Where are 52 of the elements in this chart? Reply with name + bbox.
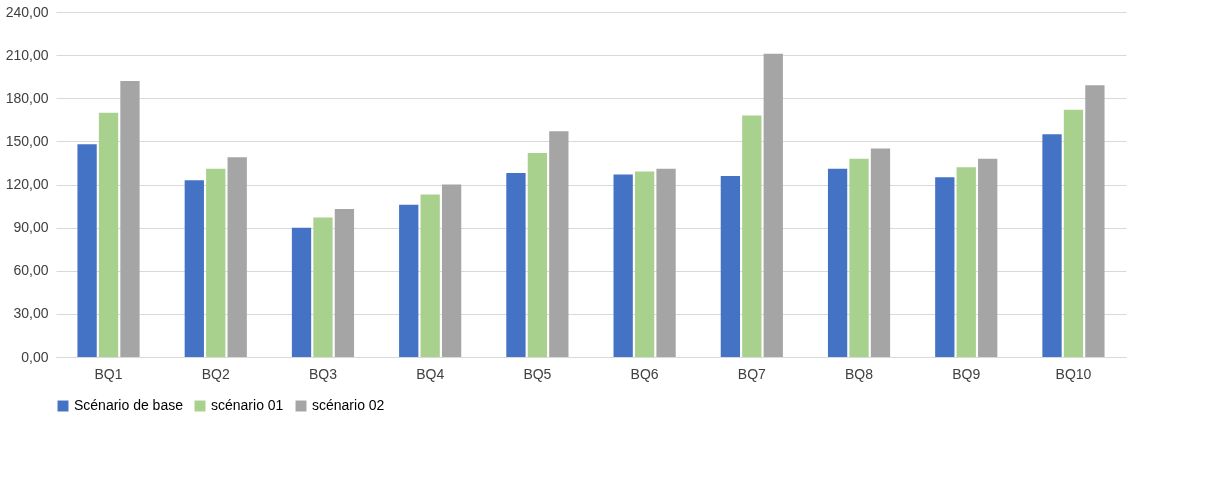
bar xyxy=(763,53,783,357)
x-tick-label: BQ6 xyxy=(630,365,659,382)
bar xyxy=(334,208,355,357)
y-tick-label: 90,00 xyxy=(13,219,49,236)
bar xyxy=(227,157,247,357)
bar xyxy=(870,148,891,357)
bar xyxy=(506,173,526,357)
x-tick-label: BQ4 xyxy=(416,365,445,382)
x-tick-label: BQ8 xyxy=(845,365,874,382)
y-tick-label: 120,00 xyxy=(5,176,49,192)
bar xyxy=(827,168,848,357)
bar xyxy=(634,171,655,357)
bar xyxy=(420,194,440,357)
bar xyxy=(77,144,97,357)
bar xyxy=(1063,109,1084,357)
bar xyxy=(313,217,333,357)
y-tick-label: 180,00 xyxy=(5,89,49,106)
y-tick-label: 150,00 xyxy=(5,132,49,149)
bar xyxy=(549,131,569,357)
x-tick-label: BQ7 xyxy=(737,365,767,382)
bar xyxy=(656,168,676,357)
y-tick-label: 240,00 xyxy=(5,3,49,20)
bar xyxy=(849,158,869,357)
bar xyxy=(527,152,548,357)
x-tick-label: BQ9 xyxy=(952,365,981,382)
x-tick-label: BQ3 xyxy=(308,365,338,382)
bar xyxy=(120,81,140,357)
bar xyxy=(98,112,119,357)
bar xyxy=(1085,85,1105,357)
legend-label: scénario 01 xyxy=(211,397,284,413)
y-tick-label: 60,00 xyxy=(13,262,49,279)
bar xyxy=(1042,134,1062,357)
legend-label: scénario 02 xyxy=(312,397,385,413)
x-tick-label: BQ5 xyxy=(523,365,552,382)
y-tick-label: 30,00 xyxy=(13,305,49,322)
y-tick-label: 210,00 xyxy=(5,46,49,63)
bar xyxy=(956,167,976,357)
bar xyxy=(399,204,419,357)
bar xyxy=(184,180,204,357)
bar xyxy=(720,175,741,357)
x-tick-label: BQ1 xyxy=(94,365,123,382)
bar xyxy=(441,184,462,357)
legend-label: Scénario de base xyxy=(74,397,184,413)
bar xyxy=(613,174,633,357)
bar xyxy=(206,168,226,357)
y-tick-label: 0,00 xyxy=(21,348,49,365)
x-tick-label: BQ2 xyxy=(201,365,230,382)
bar xyxy=(935,177,955,357)
bar xyxy=(742,115,762,357)
bar xyxy=(978,158,998,357)
bar xyxy=(291,227,312,357)
x-tick-label: BQ10 xyxy=(1055,365,1092,382)
